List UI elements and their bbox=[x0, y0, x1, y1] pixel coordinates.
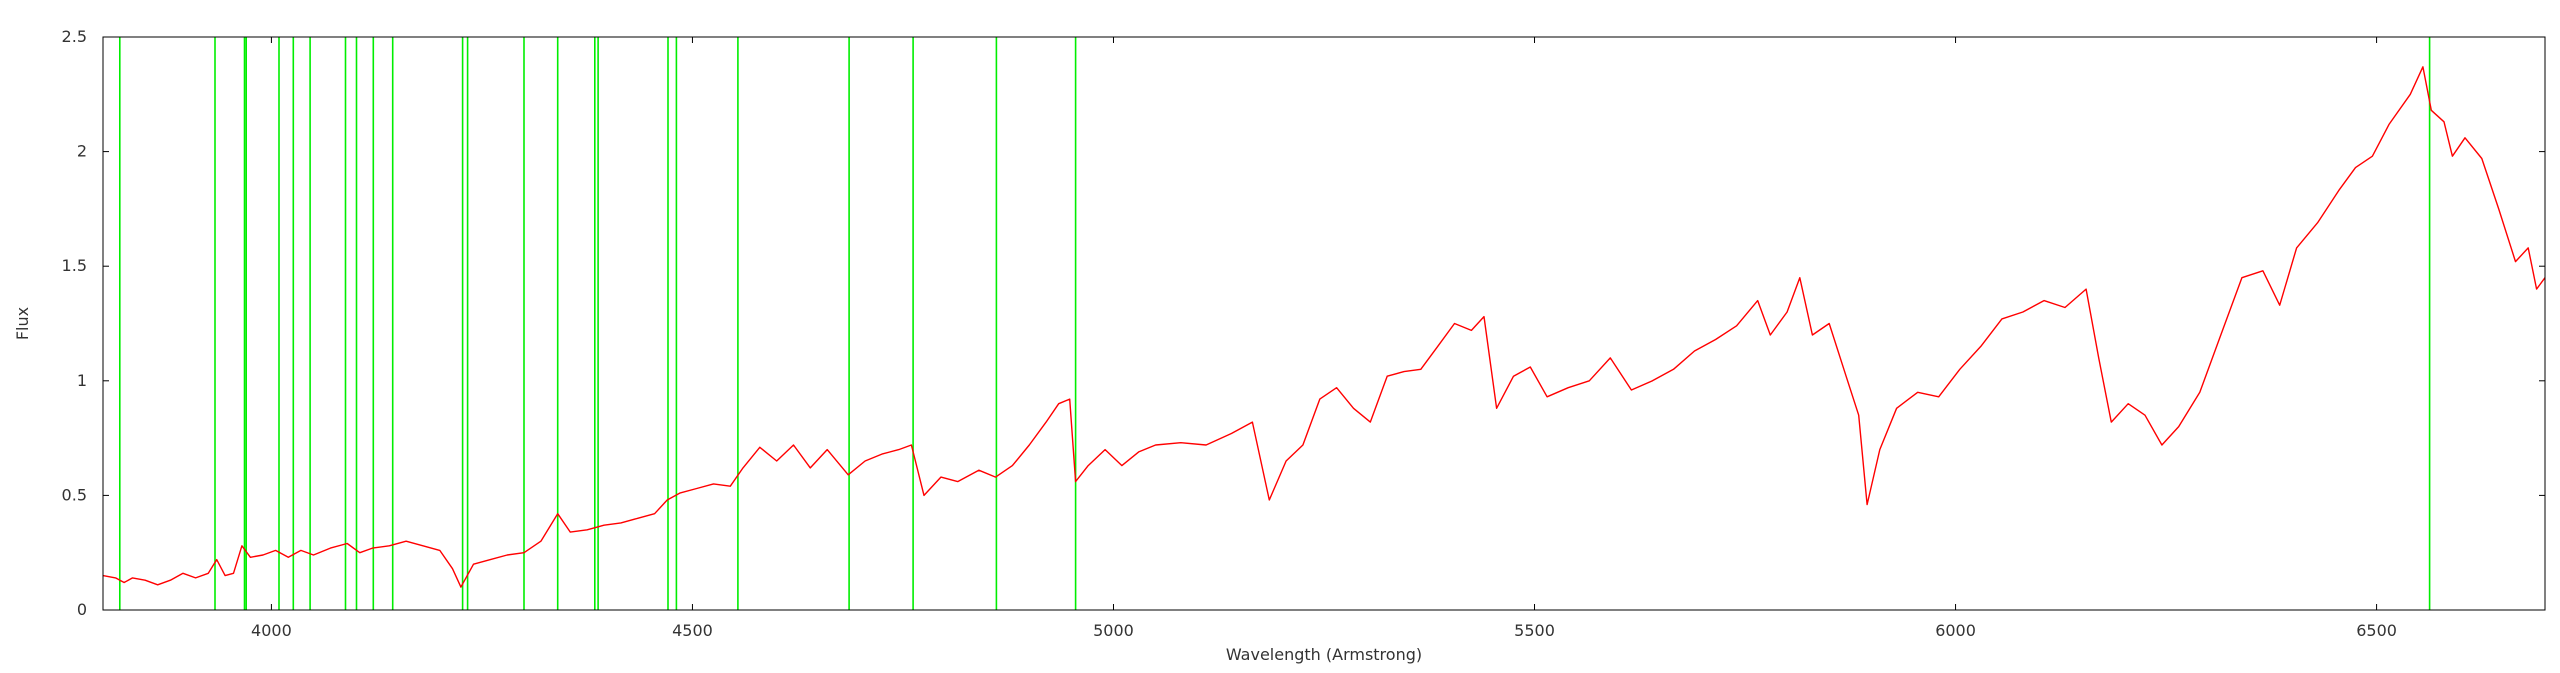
y-tick-label: 0.5 bbox=[62, 485, 87, 504]
y-tick-label: 1.5 bbox=[62, 256, 87, 275]
x-tick-label: 6000 bbox=[1935, 621, 1976, 640]
spectrum-series-line bbox=[102, 66, 2546, 588]
x-axis-label: Wavelength (Armstrong) bbox=[1226, 645, 1422, 664]
x-tick-label: 4000 bbox=[251, 621, 292, 640]
x-tick-label: 5000 bbox=[1093, 621, 1134, 640]
y-tick-label: 2 bbox=[77, 142, 87, 161]
y-tick-label: 1 bbox=[77, 371, 87, 390]
plot-frame bbox=[102, 36, 2546, 611]
x-tick-label: 4500 bbox=[672, 621, 713, 640]
vertical-lines-layer bbox=[119, 37, 2431, 610]
y-tick-label: 2.5 bbox=[62, 27, 87, 46]
y-tick-label: 0 bbox=[77, 600, 87, 619]
ticks-layer: 4000 4500 5000 5500 6000 6500 0 0.5 1 1.5 2 2.5 bbox=[62, 27, 2545, 640]
y-axis-label: Flux bbox=[13, 307, 32, 340]
series-layer bbox=[102, 66, 2546, 588]
x-tick-label: 6500 bbox=[2356, 621, 2397, 640]
x-tick-label: 5500 bbox=[1514, 621, 1555, 640]
axes-layer bbox=[102, 36, 2546, 611]
